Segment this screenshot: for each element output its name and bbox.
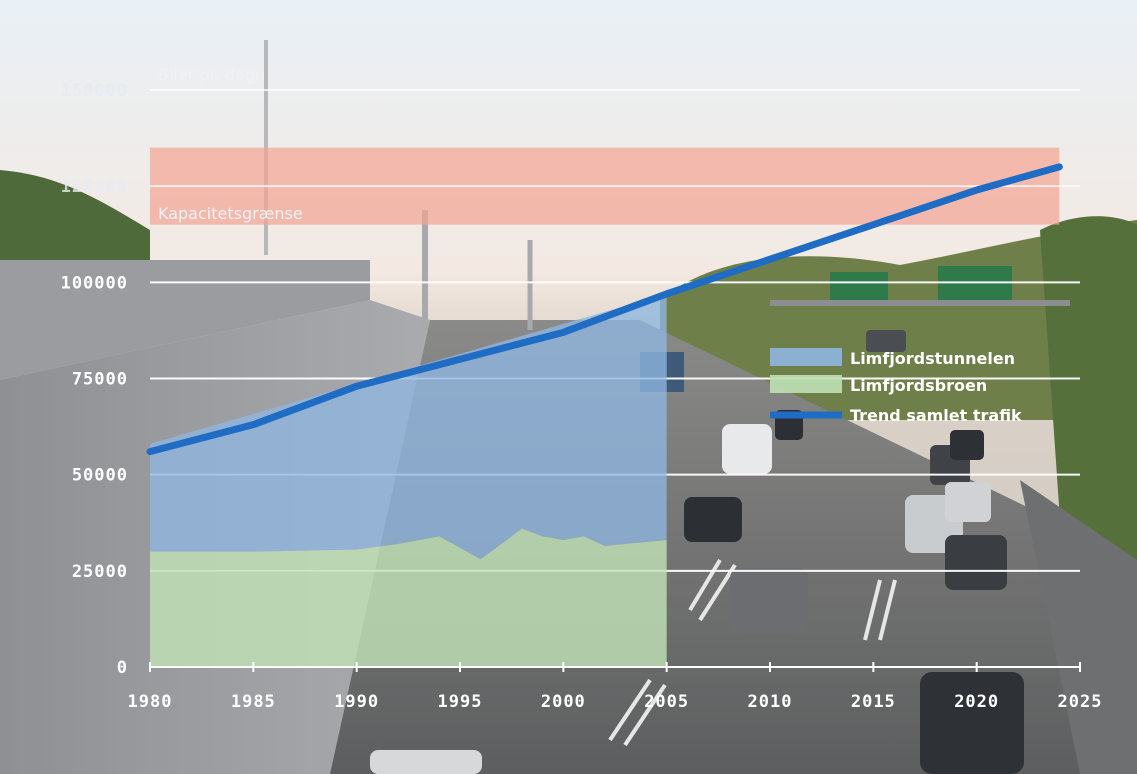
y-tick-label: 125000	[61, 177, 128, 197]
y-tick-label: 100000	[61, 273, 128, 293]
capacity-label: Kapacitetsgrænse	[158, 204, 303, 223]
legend-label: Limfjordstunnelen	[850, 349, 1015, 368]
x-tick-label: 2010	[748, 692, 793, 712]
y-tick-label: 50000	[72, 466, 128, 486]
x-tick-label: 1995	[438, 692, 483, 712]
legend-swatch	[770, 375, 842, 393]
trend-line	[146, 163, 1063, 456]
x-tick-label: 1980	[128, 692, 173, 712]
y-tick-label: 150000	[61, 81, 128, 101]
y-tick-label: 25000	[72, 562, 128, 582]
legend-label: Limfjordsbroen	[850, 376, 987, 395]
legend-label: Trend samlet trafik	[850, 406, 1022, 425]
x-tick-label: 2015	[851, 692, 896, 712]
y-axis-label: Biler pr. døgn	[158, 65, 265, 84]
x-tick-label: 2005	[644, 692, 689, 712]
x-tick-label: 1990	[334, 692, 379, 712]
y-tick-label: 0	[117, 658, 128, 678]
x-tick-label: 2020	[954, 692, 999, 712]
area-limfjordsbroen	[150, 528, 667, 667]
x-tick-label: 2000	[541, 692, 586, 712]
y-tick-label: 75000	[72, 370, 128, 390]
area-limfjordstunnelen	[150, 293, 667, 560]
legend-swatch	[770, 348, 842, 366]
x-tick-label: 2025	[1058, 692, 1103, 712]
x-tick-label: 1985	[231, 692, 276, 712]
